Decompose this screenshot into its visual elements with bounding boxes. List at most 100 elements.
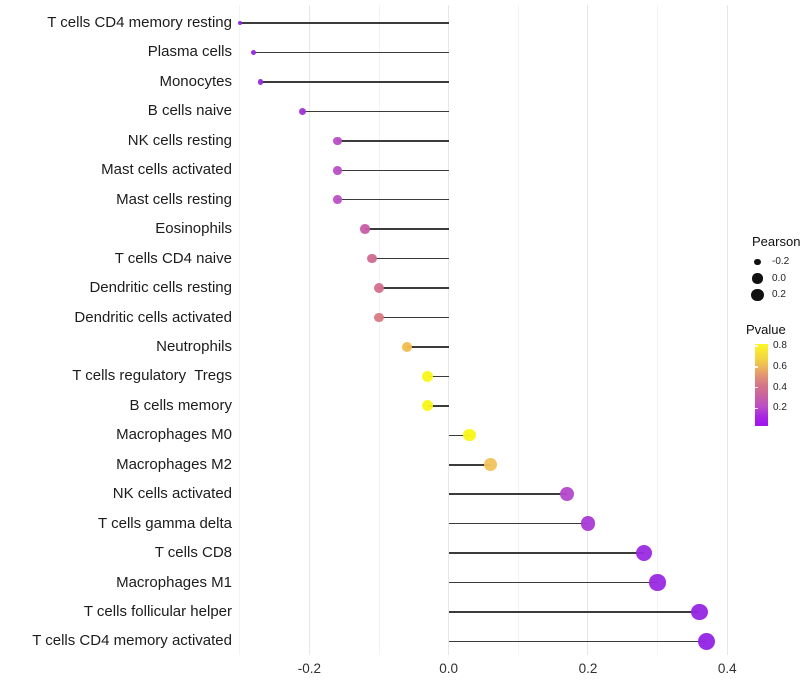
- gridline-major: [308, 5, 310, 655]
- lollipop-dot: [332, 165, 342, 175]
- pvalue-colorbar-tick-label: 0.8: [773, 340, 787, 352]
- pvalue-colorbar-tick: [755, 366, 758, 368]
- legend-pearson-dot: [754, 258, 761, 266]
- lollipop-segment: [448, 611, 700, 613]
- lollipop-segment: [337, 140, 449, 142]
- lollipop-dot: [559, 486, 575, 502]
- lollipop-segment: [406, 346, 449, 348]
- lollipop-dot: [463, 429, 476, 442]
- lollipop-segment: [448, 522, 588, 525]
- lollipop-segment: [260, 81, 449, 83]
- gridline-major: [587, 5, 589, 655]
- pvalue-colorbar: [755, 344, 768, 426]
- lollipop-dot: [422, 370, 434, 383]
- pvalue-colorbar-labels: 0.8 0.6 0.4 0.2: [744, 318, 800, 433]
- lollipop-dot: [251, 49, 257, 55]
- lollipop-dot: [690, 603, 708, 621]
- legend-pvalue: Pvalue 0.8 0.6 0.4 0.2: [744, 318, 800, 433]
- x-tick-label: -0.2: [297, 661, 322, 676]
- lollipop-segment: [448, 640, 707, 643]
- legend-pearson-item-label: 0.2: [772, 289, 786, 300]
- lollipop-dot: [697, 632, 715, 650]
- gridline-minor: [517, 5, 519, 655]
- y-axis-label: NK cells resting: [127, 131, 232, 149]
- y-axis-label: NK cells activated: [112, 485, 232, 503]
- x-tick-label: 0.4: [717, 661, 737, 676]
- x-tick-label: 0.2: [578, 661, 598, 676]
- gridline-major: [726, 5, 728, 655]
- y-axis-label: Neutrophils: [156, 337, 232, 355]
- y-axis-label: T cells CD8: [154, 544, 232, 562]
- y-axis-label: T cells CD4 naive: [114, 249, 232, 267]
- pvalue-colorbar-tick: [755, 386, 758, 389]
- y-axis-label: T cells regulatory Tregs: [72, 367, 232, 385]
- lollipop-segment: [448, 552, 644, 554]
- gridline-minor: [378, 5, 380, 655]
- y-axis-label: Monocytes: [159, 72, 232, 90]
- y-axis-label: Macrophages M0: [116, 426, 232, 444]
- lollipop-segment: [372, 257, 449, 260]
- lollipop-segment: [302, 110, 449, 113]
- lollipop-dot: [332, 195, 342, 204]
- legend-pearson-dot: [752, 273, 763, 284]
- lollipop-dot: [367, 253, 377, 264]
- legend-pearson-dot: [751, 288, 764, 302]
- y-axis-label: T cells CD4 memory activated: [32, 632, 232, 650]
- y-axis-label: B cells memory: [129, 396, 232, 414]
- gridline-minor: [239, 5, 241, 655]
- y-axis-label: B cells naive: [147, 102, 232, 120]
- lollipop-dot: [360, 224, 370, 234]
- lollipop-dot: [401, 341, 413, 353]
- lollipop-dot: [374, 283, 385, 293]
- y-axis-label: Mast cells resting: [116, 190, 232, 208]
- lollipop-segment: [448, 493, 568, 495]
- y-axis-label: Macrophages M2: [116, 455, 232, 473]
- gridline-minor: [657, 5, 659, 655]
- y-axis-label: Eosinophils: [155, 220, 232, 238]
- y-axis-label: T cells follicular helper: [83, 603, 232, 620]
- pvalue-colorbar-tick-label: 0.6: [773, 360, 787, 372]
- lollipop-dot: [332, 136, 342, 146]
- lollipop-segment: [448, 434, 470, 437]
- lollipop-segment: [365, 228, 449, 230]
- lollipop-segment: [337, 169, 449, 171]
- lollipop-segment: [379, 316, 449, 319]
- y-axis-label: Dendritic cells resting: [89, 279, 232, 297]
- pvalue-colorbar-tick: [755, 345, 758, 347]
- legend-pearson-items: -0.2 0.0 0.2: [744, 230, 800, 315]
- lollipop-dot: [484, 458, 497, 472]
- lollipop-segment: [427, 375, 449, 378]
- lollipop-segment: [253, 51, 449, 54]
- lollipop-dot: [635, 545, 652, 562]
- lollipop-dot: [649, 574, 666, 591]
- lollipop-segment: [427, 405, 449, 407]
- legend-pvalue-title: Pvalue: [746, 322, 786, 337]
- pvalue-colorbar-tick-label: 0.2: [773, 402, 787, 414]
- lollipop-dot: [298, 107, 307, 115]
- lollipop-dot: [422, 400, 434, 412]
- y-axis-label: T cells CD4 memory resting: [47, 14, 232, 31]
- lollipop-segment: [448, 581, 658, 584]
- lollipop-dot: [237, 20, 242, 25]
- y-axis-label: Plasma cells: [147, 43, 232, 61]
- legend-pearson-item-label: -0.2: [772, 256, 790, 267]
- lollipop-segment: [379, 287, 449, 289]
- lollipop-segment: [337, 198, 449, 201]
- legend-pearson: Pearson -0.2 0.0 0.2: [744, 230, 800, 315]
- lollipop-segment: [239, 22, 449, 24]
- lollipop-dot: [374, 312, 385, 323]
- y-axis-label: Macrophages M1: [116, 573, 232, 591]
- y-axis-label: T cells gamma delta: [98, 514, 232, 532]
- gridline-major: [448, 5, 450, 655]
- y-axis-label: Dendritic cells activated: [74, 308, 232, 326]
- x-tick-label: 0.0: [439, 661, 459, 676]
- lollipop-dot: [258, 79, 264, 85]
- y-axis-label: Mast cells activated: [101, 161, 232, 179]
- lollipop-dot: [580, 516, 596, 532]
- pvalue-colorbar-tick: [755, 407, 758, 410]
- pvalue-colorbar-tick-label: 0.4: [773, 381, 787, 393]
